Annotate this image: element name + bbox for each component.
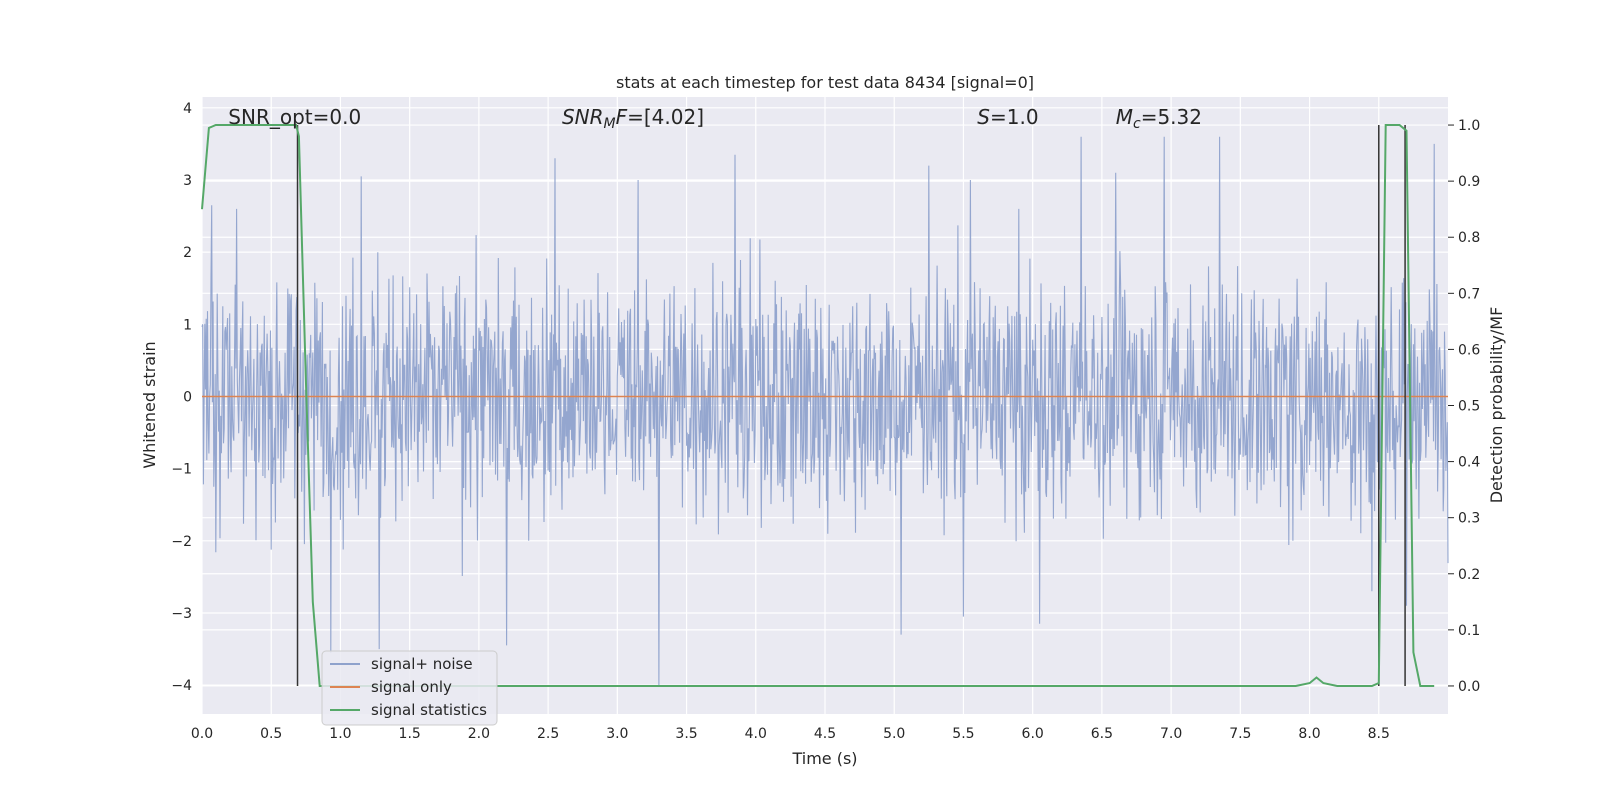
y2-tick-label: 0.2 xyxy=(1458,567,1480,583)
legend-box xyxy=(321,650,498,726)
y2-tick-label: 0.8 xyxy=(1458,230,1480,246)
annotations: SNR_opt=0.0 SNRMF=[4.02] S=1.0 Mc=5.32 xyxy=(228,105,1202,132)
x-tick-label: 2.5 xyxy=(537,726,559,742)
x-tick-label: 7.0 xyxy=(1160,726,1182,742)
legend-label-signal-noise: signal+ noise xyxy=(371,655,473,673)
y-tick-label: 0 xyxy=(183,389,192,405)
y2-tick-label: 0.5 xyxy=(1458,399,1480,415)
y2-tick-label: 0.0 xyxy=(1458,679,1480,695)
y-tick-label: 4 xyxy=(183,101,192,117)
y2-tick-label: 0.1 xyxy=(1458,623,1480,639)
y-tick-label: 2 xyxy=(183,245,192,261)
chart-title: stats at each timestep for test data 843… xyxy=(616,73,1034,92)
y2-tick-label: 0.7 xyxy=(1458,286,1480,302)
x-tick-label: 3.0 xyxy=(606,726,628,742)
x-tick-label: 8.5 xyxy=(1368,726,1390,742)
y2-tick-label: 0.3 xyxy=(1458,511,1480,527)
x-tick-label: 0.0 xyxy=(191,726,213,742)
x-tick-label: 2.0 xyxy=(468,726,490,742)
y-tick-label: −3 xyxy=(171,606,192,622)
x-tick-label: 8.0 xyxy=(1298,726,1320,742)
x-tick-label: 5.5 xyxy=(952,726,974,742)
legend-label-signal-only: signal only xyxy=(371,678,452,696)
x-axis-ticks: 0.0 0.5 1.0 1.5 2.0 2.5 3.0 3.5 4.0 4.5 5.0 5.5 6.0 6… xyxy=(191,726,1390,742)
legend-label-signal-statistics: signal statistics xyxy=(371,701,487,719)
x-tick-label: 1.0 xyxy=(329,726,351,742)
annotation-s: S=1.0 xyxy=(977,105,1038,129)
x-tick-label: 4.5 xyxy=(814,726,836,742)
x-tick-label: 6.5 xyxy=(1091,726,1113,742)
annotation-mc: Mc=5.32 xyxy=(1116,105,1202,132)
y2-tick-label: 0.9 xyxy=(1458,174,1480,190)
y-tick-label: 1 xyxy=(183,317,192,333)
annotation-snr-mf: SNRMF=[4.02] xyxy=(562,105,704,132)
y-axis-ticks: 4 3 2 1 0 −1 −2 −3 −4 xyxy=(171,101,192,694)
y-axis-label: Whitened strain xyxy=(140,341,159,468)
x-tick-label: 5.0 xyxy=(883,726,905,742)
signal-noise-line xyxy=(201,136,1449,686)
x-tick-label: 4.0 xyxy=(745,726,767,742)
y-tick-label: −4 xyxy=(171,678,192,694)
x-tick-label: 1.5 xyxy=(399,726,421,742)
signal-statistics-series xyxy=(201,124,1435,687)
y2-tick-label: 1.0 xyxy=(1458,118,1480,134)
legend: signal+ noise signal only signal statist… xyxy=(321,650,498,726)
y-tick-label: 3 xyxy=(183,173,192,189)
x-tick-label: 0.5 xyxy=(260,726,282,742)
annotation-snr-opt: SNR_opt=0.0 xyxy=(228,105,361,129)
x-tick-label: 6.0 xyxy=(1022,726,1044,742)
signal-statistics-line xyxy=(201,124,1435,687)
vertical-markers xyxy=(296,125,1406,686)
y-tick-label: −2 xyxy=(171,534,192,550)
y2-axis-label: Detection probability/MF xyxy=(1487,307,1506,504)
x-tick-label: 7.5 xyxy=(1229,726,1251,742)
x-tick-label: 3.5 xyxy=(675,726,697,742)
y2-tick-label: 0.6 xyxy=(1458,342,1480,358)
y2-tick-label: 0.4 xyxy=(1458,455,1480,471)
signal-noise-series xyxy=(201,136,1449,686)
y2-axis-ticks: 1.0 0.9 0.8 0.7 0.6 0.5 0.4 0.3 0.2 0.1 0.0 xyxy=(1448,118,1480,695)
y-tick-label: −1 xyxy=(171,462,192,478)
x-axis-label: Time (s) xyxy=(791,749,857,768)
